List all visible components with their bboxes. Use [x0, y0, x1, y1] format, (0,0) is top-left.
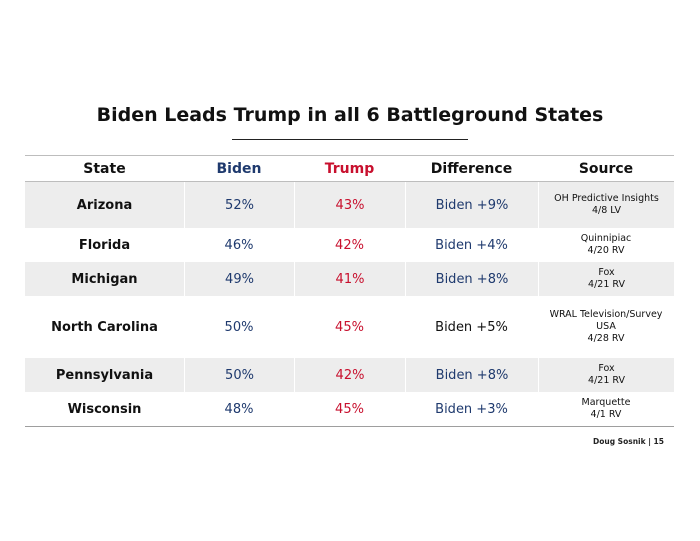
state-cell: Wisconsin: [67, 401, 142, 417]
difference-cell: Biden +5%: [435, 319, 508, 335]
difference-cell: Biden +8%: [405, 358, 538, 392]
state-cell: Florida: [78, 237, 131, 253]
header-trump: Trump: [324, 160, 375, 177]
source-line: 4/1 RV: [590, 409, 622, 420]
trump-cell: 45%: [335, 401, 364, 417]
state-cell: Pennsylvania: [55, 367, 154, 383]
biden-cell: 49%: [184, 262, 294, 296]
difference-cell: Biden +9%: [405, 182, 538, 228]
source-line: 4/28 RV: [587, 333, 625, 344]
table-row: Wisconsin 48% 45% Biden +3% Marquette 4/…: [25, 392, 674, 427]
source-line: 4/21 RV: [588, 279, 625, 290]
table-row: North Carolina 50% 45% Biden +5% WRAL Te…: [25, 296, 674, 358]
footer-credit: Doug Sosnik | 15: [592, 437, 664, 446]
state-cell: Arizona: [76, 197, 133, 213]
source-line: Marquette: [581, 397, 631, 408]
biden-cell: 50%: [184, 358, 294, 392]
source-line: Quinnipiac: [580, 233, 632, 244]
table-row: Florida 46% 42% Biden +4% Quinnipiac 4/2…: [25, 228, 674, 262]
source-line: 4/21 RV: [588, 375, 625, 386]
biden-cell: 52%: [184, 182, 294, 228]
biden-cell: 50%: [224, 319, 254, 335]
table-header-row: State Biden Trump Difference Source: [25, 156, 674, 182]
source-cell: WRAL Television/Survey USA 4/28 RV: [538, 296, 674, 358]
source-cell: Marquette 4/1 RV: [538, 392, 674, 426]
source-line: USA: [596, 321, 616, 332]
source-line: OH Predictive Insights: [554, 193, 659, 204]
header-difference: Difference: [430, 160, 513, 177]
title-underline: [232, 139, 468, 140]
source-line: Fox: [598, 267, 615, 278]
table-row: Arizona 52% 43% Biden +9% OH Predictive …: [25, 182, 674, 228]
battleground-table: State Biden Trump Difference Source Ariz…: [25, 155, 674, 427]
source-line: Fox: [598, 363, 615, 374]
header-biden: Biden: [216, 160, 262, 177]
state-cell: Michigan: [71, 271, 138, 287]
biden-cell: 48%: [224, 401, 254, 417]
source-line: 4/20 RV: [587, 245, 625, 256]
source-cell: Fox 4/21 RV: [538, 262, 674, 296]
difference-cell: Biden +8%: [405, 262, 538, 296]
source-cell: OH Predictive Insights 4/8 LV: [538, 182, 674, 228]
biden-cell: 46%: [224, 237, 254, 253]
header-source: Source: [578, 160, 634, 177]
page-title: Biden Leads Trump in all 6 Battleground …: [96, 104, 604, 126]
source-cell: Quinnipiac 4/20 RV: [538, 228, 674, 262]
source-line: 4/8 LV: [591, 205, 622, 216]
difference-cell: Biden +3%: [435, 401, 508, 417]
trump-cell: 45%: [335, 319, 364, 335]
trump-cell: 42%: [294, 358, 405, 392]
trump-cell: 43%: [294, 182, 405, 228]
header-state: State: [83, 160, 126, 177]
source-line: WRAL Television/Survey: [549, 309, 663, 320]
trump-cell: 42%: [335, 237, 364, 253]
source-cell: Fox 4/21 RV: [538, 358, 674, 392]
state-cell: North Carolina: [51, 319, 158, 335]
difference-cell: Biden +4%: [435, 237, 508, 253]
table-row: Pennsylvania 50% 42% Biden +8% Fox 4/21 …: [25, 358, 674, 392]
trump-cell: 41%: [294, 262, 405, 296]
table-row: Michigan 49% 41% Biden +8% Fox 4/21 RV: [25, 262, 674, 296]
